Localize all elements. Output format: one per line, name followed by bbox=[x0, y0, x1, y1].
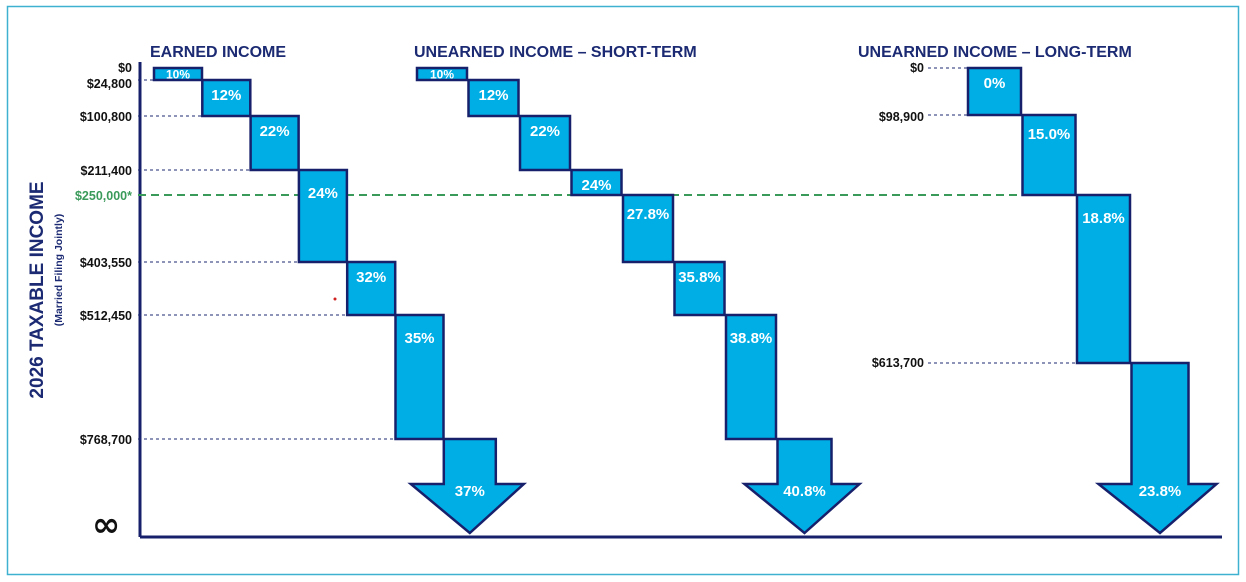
rate-label: 0% bbox=[984, 75, 1006, 92]
bracket-arrow bbox=[740, 437, 863, 535]
bracket-box bbox=[673, 260, 726, 317]
lt-income-label-98900: $98,900 bbox=[879, 110, 924, 124]
bracket-box bbox=[1021, 113, 1077, 197]
income-label-512450: $512,450 bbox=[80, 309, 132, 323]
income-label-100800: $100,800 bbox=[80, 110, 132, 124]
axis-subtitle: (Married Filing Jointly) bbox=[53, 214, 65, 327]
group-title-long-term: UNEARNED INCOME – LONG-TERM bbox=[858, 44, 1132, 61]
outer-frame bbox=[6, 5, 1240, 576]
rate-label: 24% bbox=[308, 185, 338, 202]
income-label-768700: $768,700 bbox=[80, 433, 132, 447]
rate-label: 22% bbox=[530, 123, 560, 140]
bracket-box bbox=[1075, 193, 1132, 365]
income-label-0: $0 bbox=[118, 61, 132, 75]
rate-label: 40.8% bbox=[783, 483, 826, 500]
bracket-box bbox=[966, 66, 1023, 117]
group-title-short-term: UNEARNED INCOME – SHORT-TERM bbox=[414, 44, 697, 61]
rate-label: 27.8% bbox=[627, 206, 670, 223]
bracket-box bbox=[724, 313, 778, 441]
threshold-label: $250,000* bbox=[75, 189, 132, 203]
rate-label: 12% bbox=[211, 87, 241, 104]
bracket-box bbox=[570, 168, 623, 197]
income-label-24800: $24,800 bbox=[87, 77, 132, 91]
income-label-403550: $403,550 bbox=[80, 256, 132, 270]
bracket-box bbox=[415, 66, 469, 82]
rate-label: 37% bbox=[455, 483, 485, 500]
rate-label: 10% bbox=[166, 68, 190, 82]
bracket-arrow bbox=[1094, 361, 1220, 535]
bracket-box bbox=[394, 313, 445, 441]
bracket-box bbox=[345, 260, 397, 317]
group-title-earned: EARNED INCOME bbox=[150, 44, 286, 61]
rate-label: 18.8% bbox=[1082, 210, 1125, 227]
rate-label: 15.0% bbox=[1028, 126, 1071, 143]
bracket-box bbox=[297, 168, 349, 264]
rate-label: 35.8% bbox=[678, 269, 721, 286]
bracket-boxes bbox=[152, 66, 1220, 535]
rate-label: 22% bbox=[260, 123, 290, 140]
bracket-box bbox=[152, 66, 204, 82]
bracket-box bbox=[467, 78, 520, 118]
axis-title: 2026 TAXABLE INCOME bbox=[27, 181, 48, 398]
rate-labels: 10% 12% 22% 24% 32% 35% 37% 10% 12% 22% 24% 27.8% 35… bbox=[166, 68, 1181, 501]
income-label-211400: $211,400 bbox=[81, 164, 132, 178]
rate-label: 38.8% bbox=[730, 330, 773, 347]
bracket-box bbox=[518, 114, 572, 172]
bracket-box bbox=[621, 193, 675, 264]
rate-label: 35% bbox=[404, 330, 434, 347]
lt-income-label-613700: $613,700 bbox=[872, 356, 924, 370]
rate-label: 23.8% bbox=[1139, 483, 1182, 500]
bracket-box bbox=[201, 78, 252, 118]
rate-label: 10% bbox=[430, 68, 454, 82]
bracket-arrow bbox=[407, 437, 528, 535]
rate-label: 12% bbox=[478, 87, 508, 104]
marker-dot bbox=[333, 297, 337, 301]
infinity-symbol: ∞ bbox=[92, 505, 120, 545]
lt-income-label-0: $0 bbox=[910, 61, 924, 75]
rate-label: 32% bbox=[356, 269, 386, 286]
bracket-box bbox=[249, 114, 300, 172]
rate-label: 24% bbox=[581, 177, 611, 194]
